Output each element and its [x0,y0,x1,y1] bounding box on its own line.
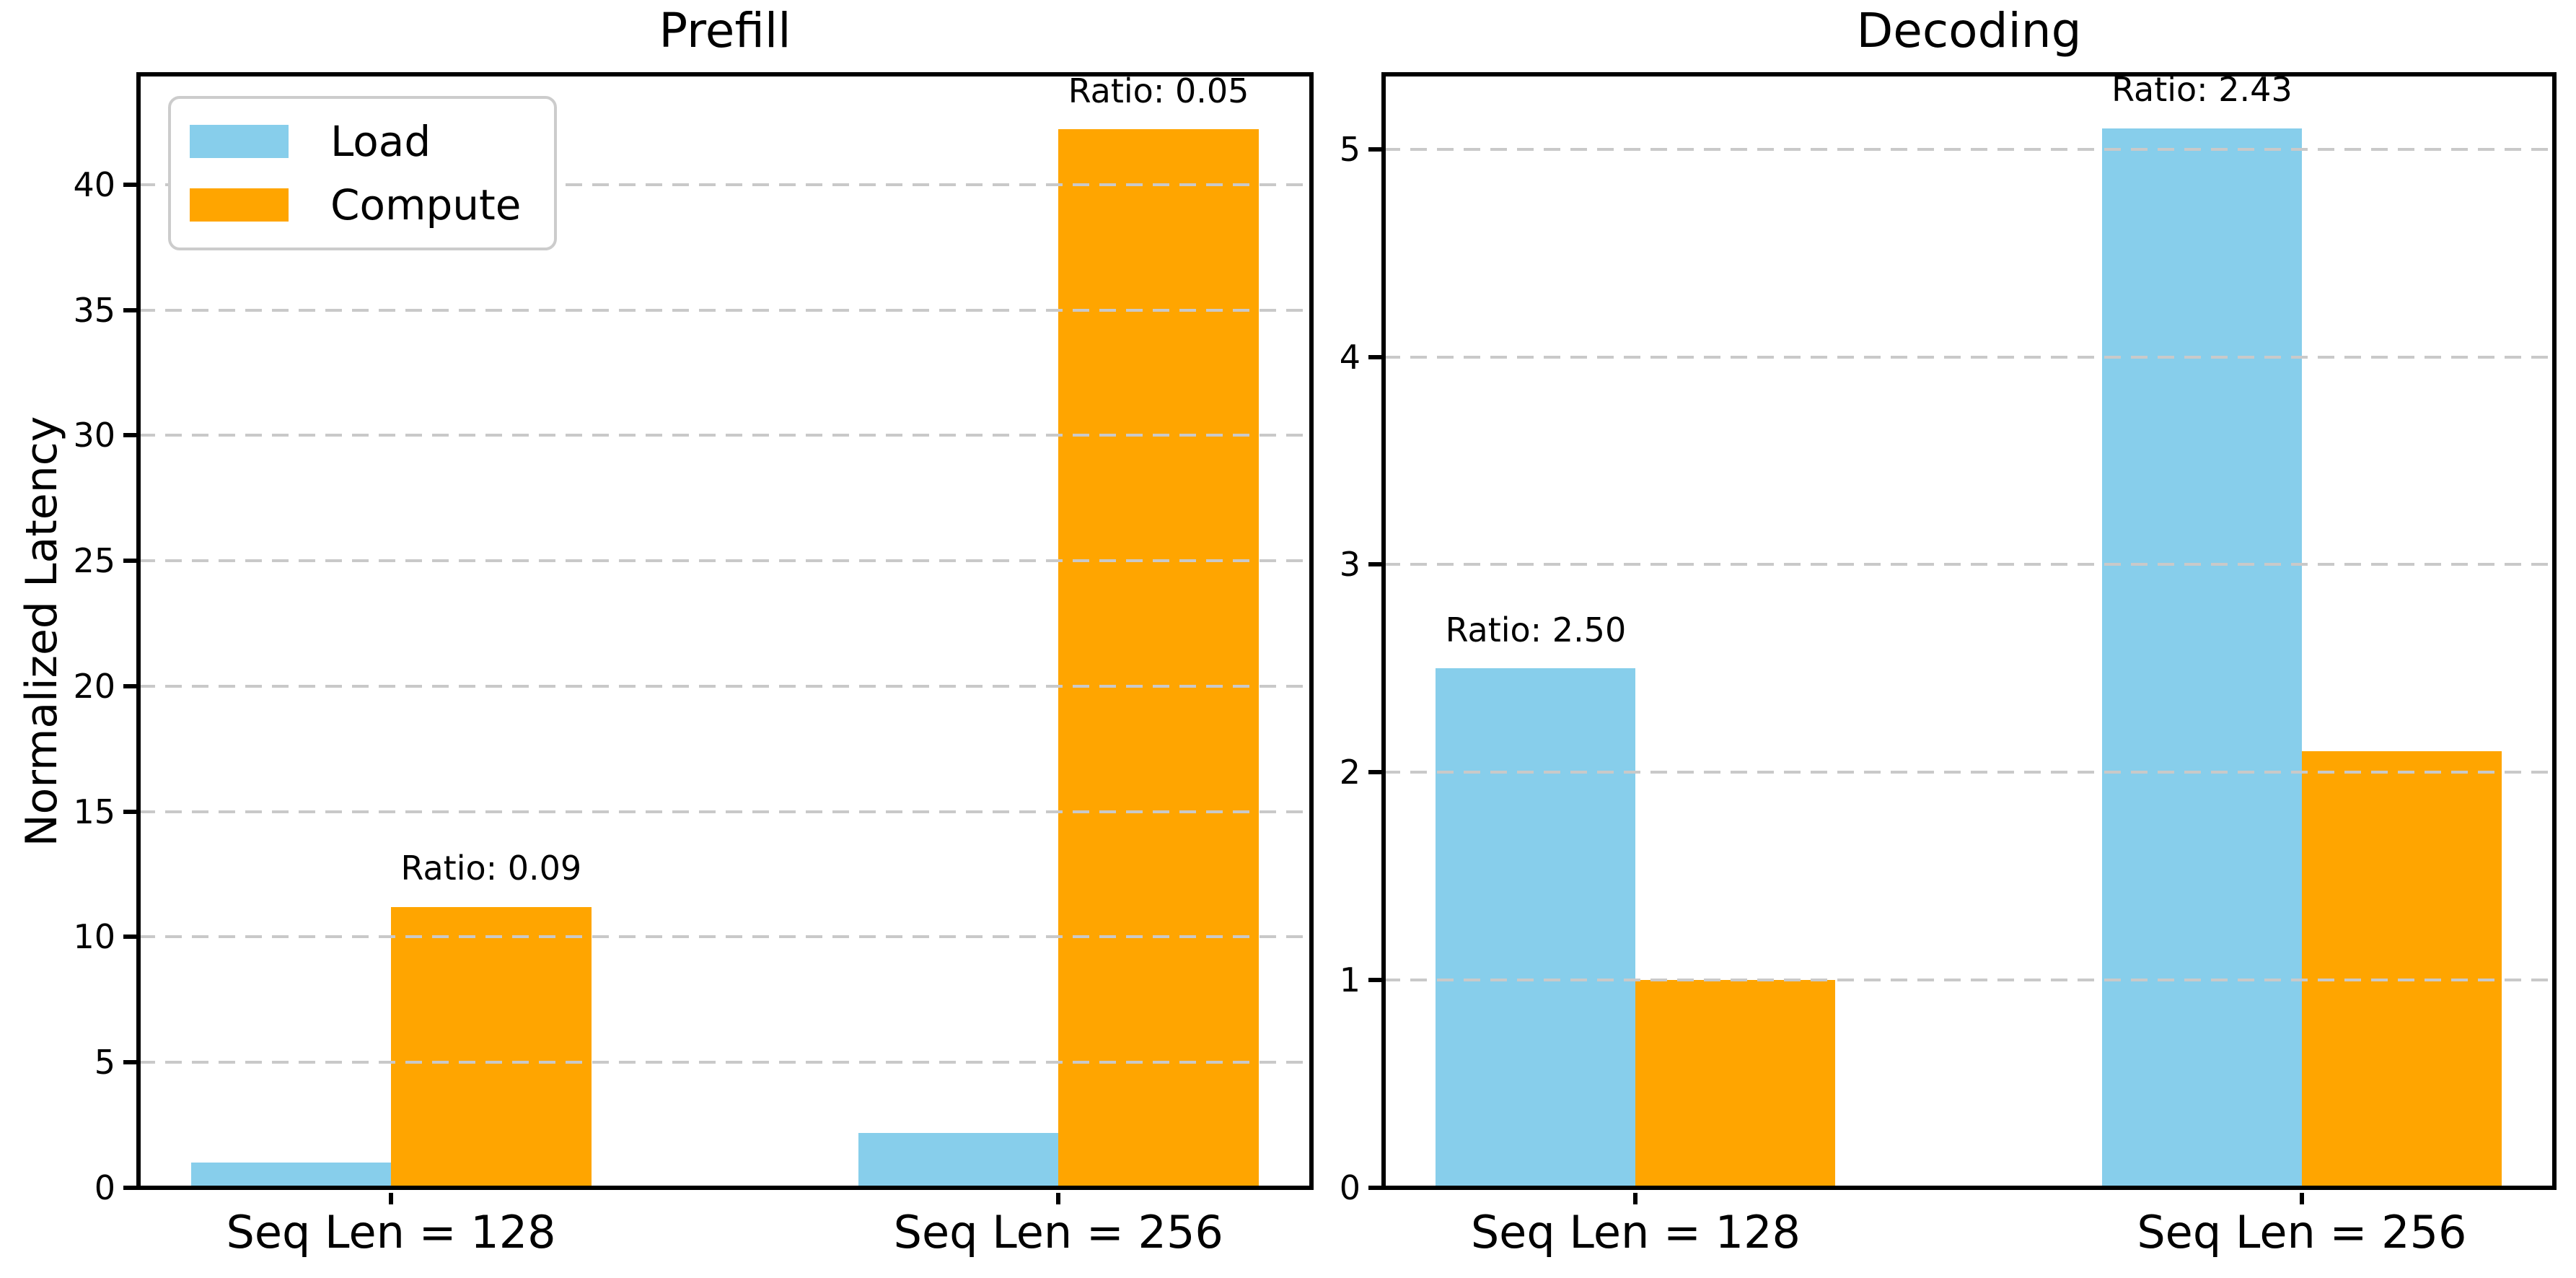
legend-item-load: Load [190,121,521,162]
ratio-annotation: Ratio: 0.05 [1068,71,1249,110]
y-axis-label: Normalized Latency [17,416,67,846]
x-tick-mark [1056,1193,1061,1204]
x-tick-label: Seq Len = 256 [2137,1206,2467,1259]
x-tick-label: Seq Len = 128 [1470,1206,1801,1259]
bar-compute-group1 [1058,129,1259,1188]
y-tick-label: 3 [1339,545,1360,585]
gridline-y1 [1384,979,2554,982]
y-tick-label: 0 [94,1168,115,1207]
ratio-annotation: Ratio: 0.09 [400,849,582,888]
y-tick-label: 25 [73,541,115,581]
y-tick-mark [123,182,136,187]
gridline-y4 [1384,355,2554,359]
y-tick-label: 15 [73,792,115,831]
gridline-y30 [139,434,1311,437]
axes-prefill: Ratio: 0.09 Ratio: 0.05 0 5 10 15 20 25 30 35 40 Se… [17,4,1314,1257]
legend-label: Load [330,117,431,166]
ratio-annotation: Ratio: 2.50 [1445,610,1627,649]
bar-compute-group0 [391,906,592,1188]
y-tick-mark [123,433,136,438]
y-tick-mark [1368,562,1381,567]
y-tick-mark [123,559,136,564]
x-tick-mark [389,1193,394,1204]
chart-title-prefill: Prefill [659,3,791,58]
y-tick-mark [123,809,136,814]
y-tick-mark [123,1060,136,1065]
spine-bottom [1381,1186,2557,1190]
chart-title-decoding: Decoding [1856,3,2082,58]
bar-load-group0 [1436,668,1636,1188]
y-tick-label: 10 [73,917,115,957]
legend-swatch-compute [190,188,289,222]
y-tick-label: 2 [1339,753,1360,792]
axes-decoding: Ratio: 2.50 Ratio: 2.43 0 1 2 3 4 5 Seq Len = 12… [1340,4,2557,1257]
y-tick-mark [123,307,136,312]
y-tick-mark [1368,354,1381,359]
x-tick-mark [2299,1193,2304,1204]
y-tick-mark [123,1186,136,1190]
gridline-y10 [139,935,1311,939]
bar-load-group1 [858,1132,1059,1188]
legend: Load Compute [168,96,558,250]
ratio-annotation: Ratio: 2.43 [2111,70,2293,110]
gridline-y2 [1384,771,2554,774]
spine-bottom [136,1186,1314,1190]
y-tick-mark [1368,1186,1381,1190]
x-tick-label: Seq Len = 128 [226,1206,556,1259]
gridline-y3 [1384,563,2554,566]
y-tick-label: 20 [73,666,115,706]
y-tick-label: 1 [1339,960,1360,1000]
bar-compute-group0 [1635,980,1836,1188]
y-tick-mark [1368,146,1381,152]
y-tick-mark [123,683,136,688]
bar-load-group0 [190,1163,392,1188]
y-tick-label: 40 [73,165,115,204]
gridline-y40 [139,183,1311,186]
spine-right [2552,72,2557,1190]
spine-left [136,72,141,1190]
x-tick-label: Seq Len = 256 [893,1206,1223,1259]
y-tick-label: 5 [94,1043,115,1082]
y-tick-label: 35 [73,290,115,330]
legend-item-compute: Compute [190,184,521,226]
y-tick-label: 30 [73,416,115,455]
gridline-y25 [139,559,1311,563]
gridline-y20 [139,684,1311,688]
spine-left [1381,72,1386,1190]
y-tick-label: 5 [1339,129,1360,169]
legend-label: Compute [330,180,522,229]
x-tick-mark [1633,1193,1638,1204]
bar-compute-group1 [2301,751,2502,1188]
gridline-y15 [139,810,1311,813]
y-tick-label: 0 [1339,1168,1360,1207]
y-tick-label: 4 [1339,337,1360,377]
spine-right [1309,72,1314,1190]
legend-swatch-load [190,125,289,158]
gridline-y35 [139,308,1311,312]
spine-top [1381,72,2557,76]
y-tick-mark [1368,978,1381,983]
y-tick-mark [123,935,136,940]
gridline-y5 [1384,147,2554,151]
gridline-y5 [139,1061,1311,1064]
spine-top [136,72,1314,76]
y-tick-mark [1368,770,1381,775]
bar-load-group1 [2101,128,2302,1188]
